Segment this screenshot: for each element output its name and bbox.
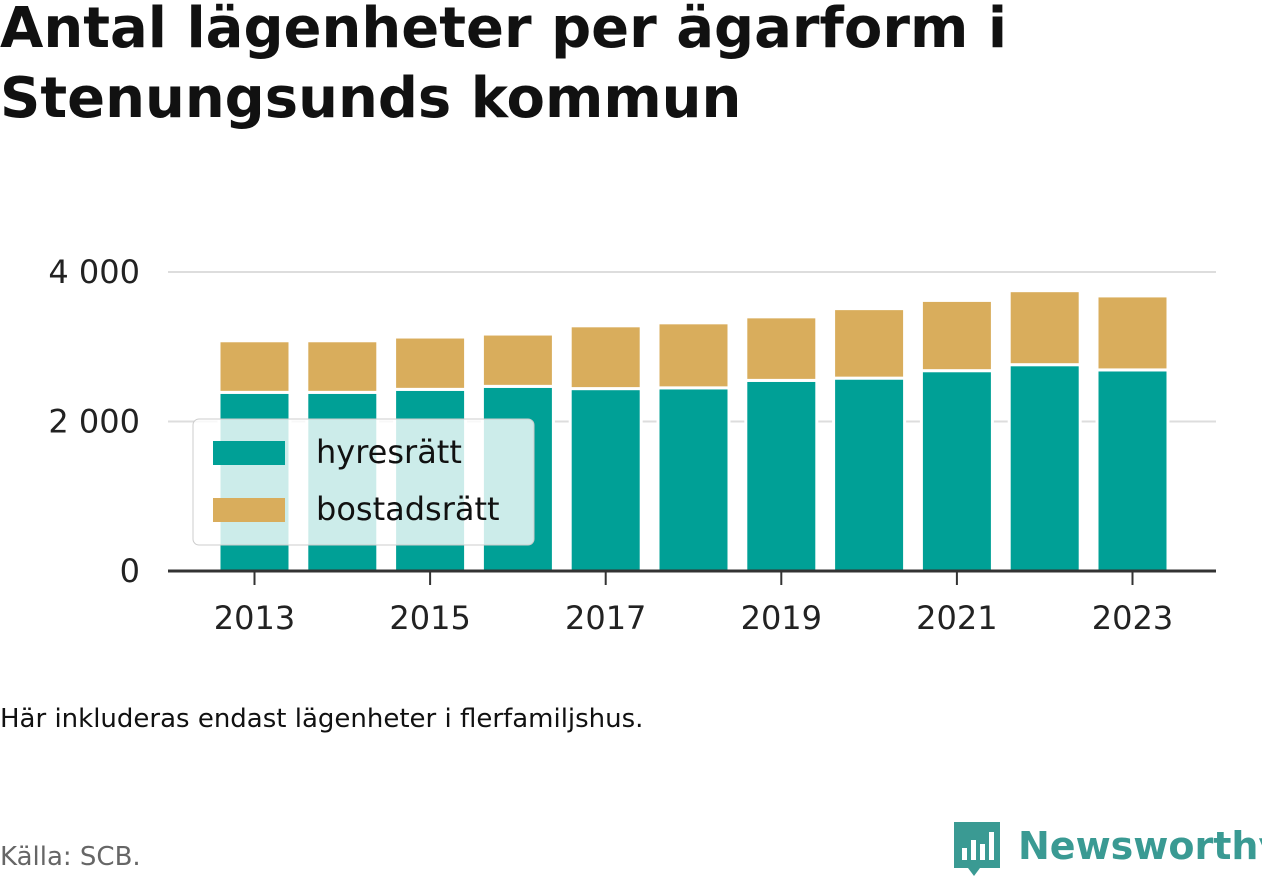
bar-bostadsratt-2021 <box>919 298 994 373</box>
x-tick-label: 2019 <box>741 599 822 637</box>
bar-hyresratt-2018 <box>656 386 731 573</box>
bar-bostadsratt-2013 <box>217 339 292 394</box>
bar-bostadsratt-2019 <box>744 315 819 382</box>
y-tick-label: 4 000 <box>48 253 140 291</box>
bar-hyresratt-2021 <box>919 369 994 573</box>
legend-swatch <box>213 441 285 465</box>
bar-bostadsratt-2022 <box>1007 289 1082 367</box>
x-tick-label: 2021 <box>916 599 997 637</box>
bar-hyresratt-2019 <box>744 378 819 573</box>
x-tick-label: 2023 <box>1092 599 1173 637</box>
x-tick-label: 2013 <box>214 599 295 637</box>
legend-label: bostadsrätt <box>316 490 500 528</box>
bar-hyresratt-2020 <box>832 376 907 573</box>
newsworthy-logo-icon <box>954 822 1000 876</box>
legend-label: hyresrätt <box>316 433 462 471</box>
x-tick-label: 2017 <box>565 599 646 637</box>
bar-bostadsratt-2018 <box>656 321 731 390</box>
bar-bostadsratt-2017 <box>568 324 643 391</box>
chart-note: Här inkluderas endast lägenheter i flerf… <box>0 704 644 734</box>
bar-bostadsratt-2016 <box>480 332 555 388</box>
bar-hyresratt-2017 <box>568 387 643 573</box>
x-tick-label: 2015 <box>389 599 470 637</box>
bar-bostadsratt-2015 <box>393 335 468 391</box>
chart-title: Antal lägenheter per ägarform i Stenungs… <box>0 0 1008 131</box>
y-tick-label: 0 <box>120 552 140 590</box>
bar-hyresratt-2022 <box>1007 363 1082 573</box>
bar-bostadsratt-2023 <box>1095 294 1170 372</box>
legend-swatch <box>213 498 285 522</box>
y-tick-label: 2 000 <box>48 403 140 441</box>
bar-hyresratt-2023 <box>1095 368 1170 573</box>
bar-bostadsratt-2020 <box>832 307 907 380</box>
brand-name: Newsworthy <box>1018 824 1262 868</box>
newsworthy-logo: Newsworthy <box>950 820 1262 878</box>
source-label: Källa: SCB. <box>0 842 141 872</box>
bar-bostadsratt-2014 <box>305 339 380 394</box>
stacked-bar-chart: 0 2 000 4 000 hyresrätt bostadsrätt 2013 2015 2… <box>48 253 1216 637</box>
